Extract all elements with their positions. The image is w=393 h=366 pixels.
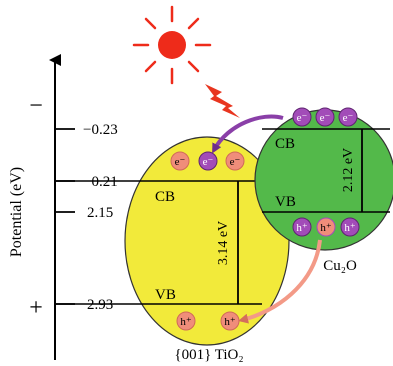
electron — [170, 151, 190, 171]
electron — [338, 107, 358, 127]
cu2o-holes: h⁺ h⁺ h⁺ — [292, 217, 360, 237]
tio2-vb-label: VB — [155, 287, 176, 303]
electron-label: e⁻ — [175, 156, 186, 168]
tick-label: 2.15 — [87, 205, 113, 221]
electron-transfer-arrow — [212, 114, 284, 154]
electron-label: e⁻ — [343, 112, 354, 124]
electron-label: e⁻ — [230, 156, 241, 168]
electron-label: e⁻ — [297, 112, 308, 124]
lightning-icon — [205, 84, 240, 118]
axis-plus-sign: + — [29, 295, 43, 321]
sun-icon — [132, 5, 212, 85]
electron — [225, 151, 245, 171]
tick-label: 2.93 — [87, 297, 113, 313]
tio2-electrons: e⁻ e⁻ e⁻ — [170, 151, 245, 171]
tio2-holes: h⁺ h⁺ — [176, 311, 240, 331]
tio2-gap-label: 3.14 eV — [216, 221, 231, 265]
tio2-cb-label: CB — [155, 189, 175, 205]
electron — [198, 151, 218, 171]
hole — [340, 217, 360, 237]
hole-label: h⁺ — [320, 222, 332, 234]
electron-label: e⁻ — [203, 156, 214, 168]
hole-label: h⁺ — [224, 316, 236, 328]
hole-label: h⁺ — [180, 316, 192, 328]
tio2-label: {001} TiO₂ — [174, 347, 243, 363]
electron — [292, 107, 312, 127]
hole-label: h⁺ — [296, 222, 308, 234]
hole — [316, 217, 336, 237]
potential-axis — [49, 54, 75, 360]
cu2o-cb-label: CB — [275, 136, 295, 152]
hole-label: h⁺ — [344, 222, 356, 234]
axis-label: Potential (eV) — [8, 167, 25, 257]
hole — [292, 217, 312, 237]
electron-label: e⁻ — [320, 112, 331, 124]
hole — [176, 311, 196, 331]
cu2o-electrons: e⁻ e⁻ e⁻ — [292, 107, 358, 127]
cu2o-vb-label: VB — [275, 194, 296, 210]
hole-transfer-arrow — [238, 239, 322, 324]
cu2o-gap-label: 2.12 eV — [341, 148, 356, 192]
axis-minus-sign: − — [29, 93, 43, 119]
tio2-particle — [124, 136, 290, 346]
tick-label: −0.23 — [83, 122, 118, 138]
tick-label: −0.21 — [83, 174, 118, 190]
electron — [315, 107, 335, 127]
cu2o-label: Cu₂O — [323, 258, 357, 274]
